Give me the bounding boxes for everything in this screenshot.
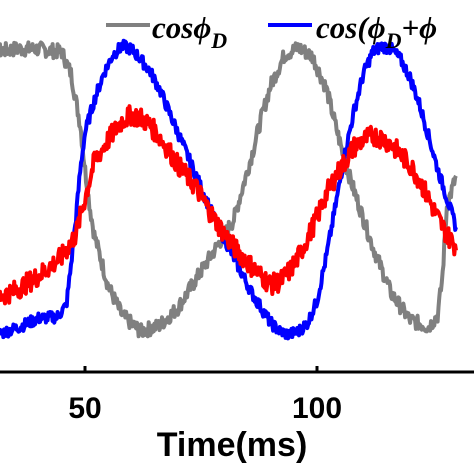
x-tick-label-100: 100 <box>292 392 342 425</box>
legend-entry-1-sub: D <box>210 28 227 53</box>
legend-entry-2-symbol: ϕ <box>368 10 386 45</box>
plot-area <box>0 38 458 341</box>
legend-entry-1: cosϕD <box>152 10 227 53</box>
x-tick-label-50: 50 <box>68 392 101 425</box>
legend-entry-2-sub: D <box>385 28 402 53</box>
legend-entry-2-text: cos( <box>316 10 370 45</box>
series-line-2 <box>0 38 458 341</box>
legend-entry-1-text: cos <box>152 10 193 45</box>
legend-entry-1-symbol: ϕ <box>193 10 211 45</box>
x-axis: 50 100 Time(ms) <box>0 366 474 464</box>
legend-entry-2: cos(ϕD+ϕ <box>316 10 437 53</box>
legend: cosϕD cos(ϕD+ϕ <box>106 10 437 53</box>
series-line-1 <box>0 40 458 339</box>
x-axis-title: Time(ms) <box>157 426 308 464</box>
legend-entry-2-tail: +ϕ <box>401 10 437 45</box>
series-layer <box>0 38 458 341</box>
series-line-3 <box>0 104 458 306</box>
